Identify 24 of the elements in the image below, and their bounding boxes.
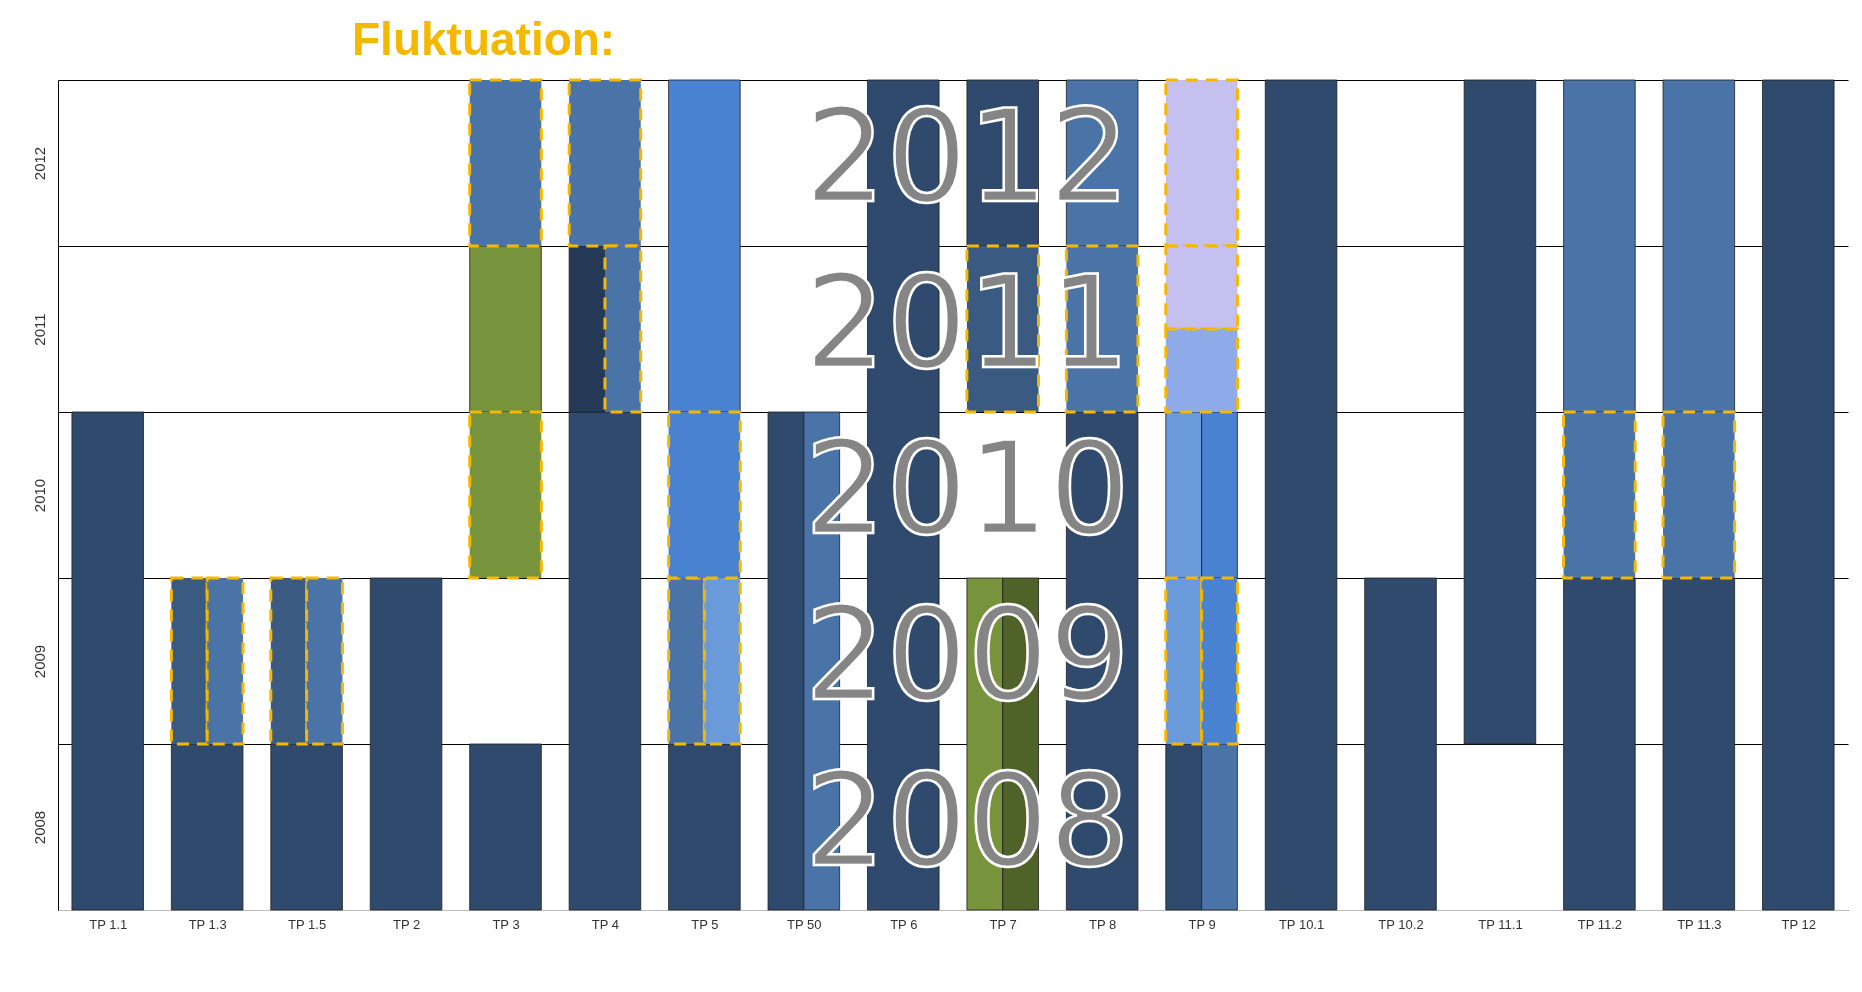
y-tick-label: 2012 [30, 146, 48, 181]
x-tick-label: TP 8 [1089, 916, 1117, 932]
x-tick-label: TP 7 [989, 916, 1017, 932]
y-tick-label: 2010 [30, 478, 48, 513]
x-tick-label: TP 11.3 [1677, 916, 1722, 932]
y-tick-label: 2008 [30, 810, 48, 845]
y-tick-label: 2011 [30, 313, 48, 346]
x-tick-label: TP 50 [787, 916, 822, 932]
y-tick-label: 2009 [30, 644, 48, 679]
x-tick-label: TP 5 [691, 916, 719, 932]
x-tick-label: TP 10.2 [1378, 916, 1424, 932]
x-tick-label: TP 9 [1188, 916, 1216, 932]
x-tick-label: TP 4 [591, 916, 620, 932]
x-tick-label: TP 3 [492, 916, 520, 932]
x-tick-label: TP 12 [1781, 916, 1816, 932]
chart-title: Fluktuation: [352, 12, 616, 65]
x-tick-label: TP 1.5 [288, 916, 327, 932]
x-tick-label: TP 1.3 [188, 916, 227, 932]
x-tick-label: TP 1.1 [89, 916, 128, 932]
x-tick-label: TP 2 [392, 916, 421, 932]
x-tick-label: TP 11.2 [1577, 916, 1623, 932]
x-tick-label: TP 10.1 [1278, 916, 1325, 932]
x-tick-label: TP 6 [890, 916, 918, 932]
x-tick-label: TP 11.1 [1478, 916, 1523, 932]
